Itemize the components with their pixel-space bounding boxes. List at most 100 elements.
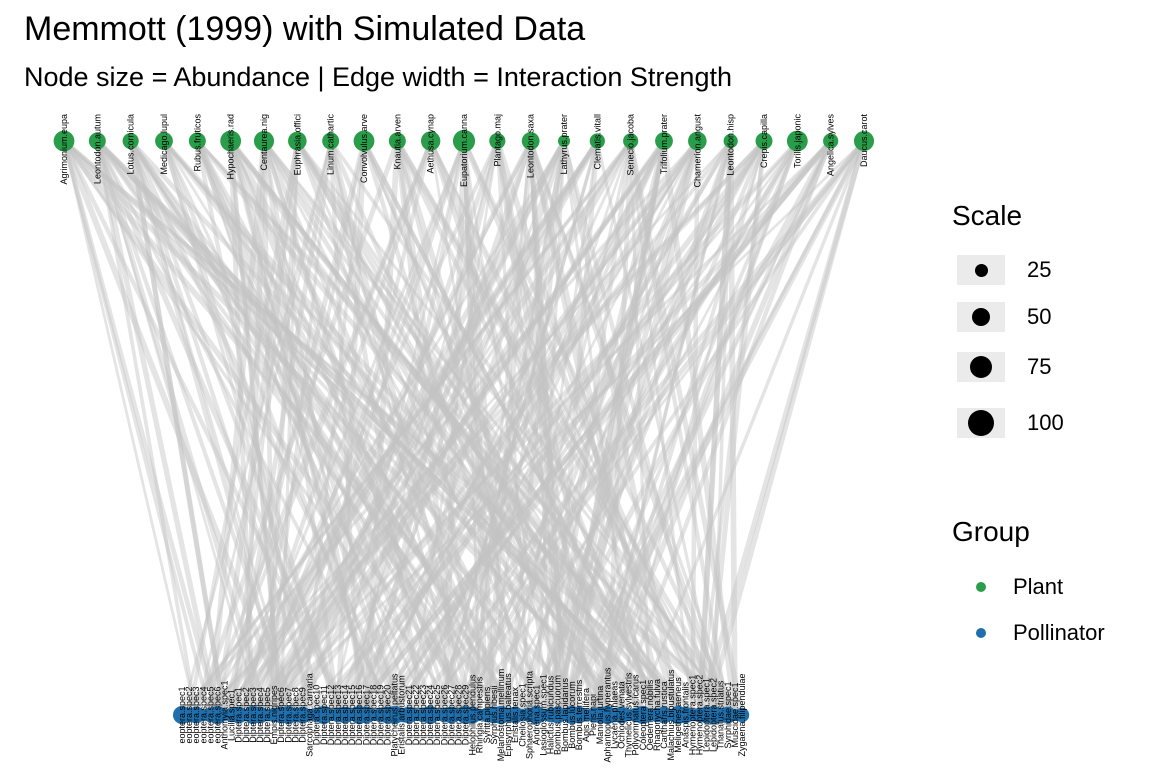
pollinator-label: Helophilus.pendulus <box>468 674 478 756</box>
interaction-edge <box>228 140 283 716</box>
interaction-edge <box>435 140 632 716</box>
interaction-edge <box>556 140 866 716</box>
interaction-edge <box>556 140 800 716</box>
interaction-edge <box>363 140 401 716</box>
interaction-edge <box>95 139 524 717</box>
interaction-edge <box>428 140 709 716</box>
interaction-edge <box>229 140 334 716</box>
interaction-edge <box>250 140 467 716</box>
pollinator-label: Empis.nigripes <box>269 685 279 745</box>
plant-label: Euphrasia.offici <box>292 114 302 175</box>
interaction-edge <box>329 139 737 717</box>
plant-label: Knautia.arven <box>392 114 402 170</box>
interaction-edge <box>727 140 738 716</box>
plant-label: Senecio.jacoba <box>626 114 636 176</box>
plant-label: Rubus.fruticos <box>192 114 202 172</box>
interaction-edge <box>583 140 800 716</box>
plant-label: Torilis.japonic <box>792 114 802 169</box>
plant-node <box>623 133 639 149</box>
interaction-edge <box>591 140 800 716</box>
interaction-edge <box>162 139 681 717</box>
plant-label: Lathyrus.prater <box>559 114 569 175</box>
interaction-edge <box>697 140 766 716</box>
pollinator-label: Diptera.spec2 <box>241 687 251 743</box>
interaction-edge <box>300 140 366 716</box>
interaction-edge <box>394 140 575 716</box>
pollinator-label: eoptera.spec6 <box>212 686 222 743</box>
interaction-edge <box>95 139 588 717</box>
interaction-edge <box>229 139 694 717</box>
interaction-edge <box>286 139 733 717</box>
interaction-edge <box>562 139 867 717</box>
interaction-edge <box>194 140 405 716</box>
legend-size-dot <box>974 263 988 277</box>
pollinator-label: eoptera.spec5 <box>205 686 215 743</box>
interaction-edge <box>394 140 483 716</box>
interaction-edge <box>195 140 312 716</box>
pollinator-label: Coleoptera.spec1 <box>638 680 648 751</box>
plant-label: Agrimonium.eupa <box>59 114 69 185</box>
interaction-edge <box>362 140 666 716</box>
pollinator-label: Lepidoptera.spec1 <box>702 678 712 752</box>
interaction-edge <box>228 140 376 716</box>
plant-node <box>521 132 540 150</box>
plant-nodes <box>53 129 875 153</box>
interaction-edge <box>393 140 733 716</box>
interaction-edge <box>485 140 566 716</box>
plant-label: Crepis.capilla <box>759 114 769 168</box>
pollinator-label: Oedemera.nobilis <box>645 679 655 750</box>
plant-label: Angelica.sylves <box>826 114 836 177</box>
interaction-edge <box>435 140 600 716</box>
interaction-edge <box>95 139 673 717</box>
interaction-edge <box>264 140 300 716</box>
interaction-edge <box>62 140 213 716</box>
interaction-edge <box>495 140 531 716</box>
interaction-edge <box>180 140 632 716</box>
interaction-edge <box>62 140 348 716</box>
interaction-edge <box>349 139 833 717</box>
interaction-edge <box>435 140 599 716</box>
interaction-edge <box>548 140 600 716</box>
legend-group-label: Plant <box>1013 574 1064 599</box>
interaction-edge <box>321 139 700 717</box>
pollinator-label: Syrphidae.spec1 <box>723 681 733 748</box>
interaction-edge <box>357 140 533 716</box>
chart-subtitle: Node size = Abundance | Edge width = Int… <box>24 62 732 92</box>
pollinator-label: Eristalis.arbustorum <box>397 675 407 755</box>
interaction-edge <box>590 139 834 717</box>
interaction-edge <box>229 140 645 716</box>
interaction-edge <box>378 140 567 716</box>
interaction-edge <box>612 140 833 716</box>
interaction-edge <box>407 140 666 716</box>
interaction-edge <box>266 140 865 716</box>
interaction-edge <box>471 140 533 716</box>
plant-label: Daucus.carot <box>859 114 869 168</box>
interaction-edge <box>244 139 832 717</box>
pollinator-label: Bombus.terrestris <box>574 679 584 750</box>
interaction-edge <box>62 140 198 716</box>
interaction-edge <box>361 140 539 716</box>
pollinator-label: Polyommatus.icarus <box>631 674 641 756</box>
plant-node <box>253 130 275 152</box>
interaction-edge <box>196 139 730 717</box>
interaction-edge <box>295 139 617 717</box>
interaction-edge <box>428 140 624 716</box>
interaction-edge <box>377 139 767 717</box>
interaction-edge <box>529 140 737 716</box>
pollinator-label: Anaspis.frontalis <box>680 681 690 748</box>
interaction-edge <box>394 139 724 717</box>
plant-node <box>655 132 673 150</box>
plant-label: Trifolium.prater <box>659 114 669 174</box>
interaction-edge <box>428 140 766 716</box>
interaction-edge <box>262 140 369 716</box>
pollinator-label: Diptera.spec10 <box>312 685 322 746</box>
pollinator-label: Diptera.spec8 <box>290 687 300 743</box>
plant-label: Linum.cathartic <box>326 114 336 176</box>
pollinator-label: eoptera.spec2 <box>184 686 194 743</box>
plant-node <box>688 131 707 151</box>
interaction-edge <box>634 140 866 716</box>
pollinator-label: Diptera.spec27 <box>446 685 456 746</box>
interaction-edge <box>554 140 667 716</box>
pollinator-label: Sarcophaga.carnaria <box>305 673 315 757</box>
legend-scale-label: 75 <box>1027 354 1052 379</box>
